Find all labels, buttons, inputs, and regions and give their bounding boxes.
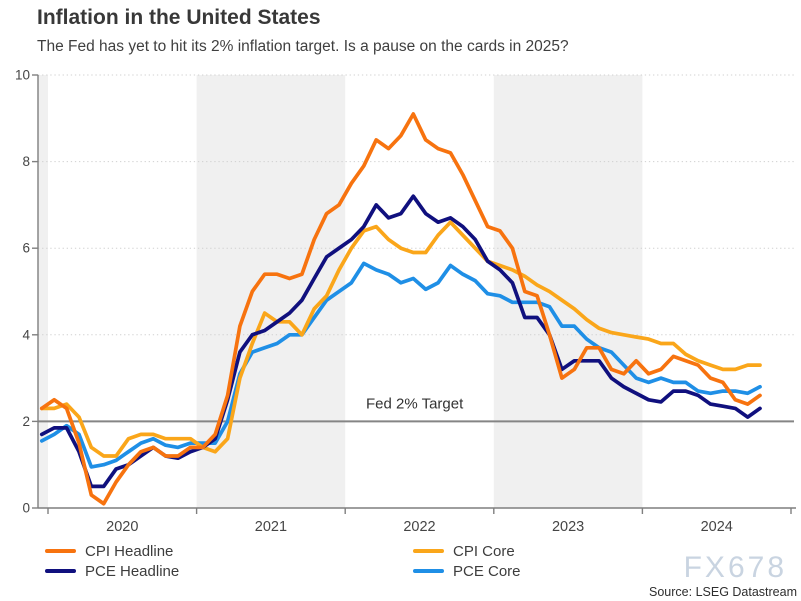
legend-label-cpi-core: CPI Core (453, 542, 515, 560)
legend-label-pce-core: PCE Core (453, 562, 521, 580)
legend-column-headline: CPI Headline PCE Headline (45, 541, 179, 581)
legend-item-pce-core: PCE Core (413, 561, 521, 581)
y-tick-label-0: 0 (22, 501, 30, 516)
source-attribution: Source: LSEG Datastream (649, 585, 797, 599)
legend-label-pce-headline: PCE Headline (85, 562, 180, 580)
legend-column-core: CPI Core PCE Core (413, 541, 521, 581)
legend-swatch-pce-headline (45, 569, 76, 573)
y-tick-label-2: 2 (22, 414, 30, 429)
y-tick-label-6: 6 (22, 241, 30, 256)
legend-swatch-cpi-core (413, 549, 444, 553)
legend-item-cpi-core: CPI Core (413, 541, 521, 561)
legend-swatch-cpi-headline (45, 549, 76, 553)
x-tick-label-2024: 2024 (701, 519, 733, 535)
series-line-cpi-core (39, 220, 762, 458)
legend-label-cpi-headline: CPI Headline (85, 542, 174, 560)
chart-title: Inflation in the United States (37, 6, 321, 29)
x-tick-label-2023: 2023 (552, 519, 584, 535)
series-line-pce-core (39, 261, 762, 469)
year-band-2019 (38, 75, 48, 508)
y-tick-label-4: 4 (22, 327, 30, 342)
legend-swatch-pce-core (413, 569, 444, 573)
y-tick-label-10: 10 (15, 68, 30, 83)
fed-target-label: Fed 2% Target (366, 395, 464, 412)
y-tick-label-8: 8 (22, 154, 30, 169)
series-line-cpi-headline (39, 112, 762, 506)
watermark-fx678: FX678 (683, 551, 787, 584)
chart-subtitle: The Fed has yet to hit its 2% inflation … (37, 38, 569, 55)
x-tick-label-2021: 2021 (255, 519, 287, 535)
legend-item-pce-headline: PCE Headline (45, 561, 179, 581)
x-tick-label-2022: 2022 (403, 519, 435, 535)
legend-item-cpi-headline: CPI Headline (45, 541, 179, 561)
x-tick-label-2020: 2020 (106, 519, 138, 535)
year-band-2023 (493, 75, 643, 508)
year-band-2021 (196, 75, 346, 508)
